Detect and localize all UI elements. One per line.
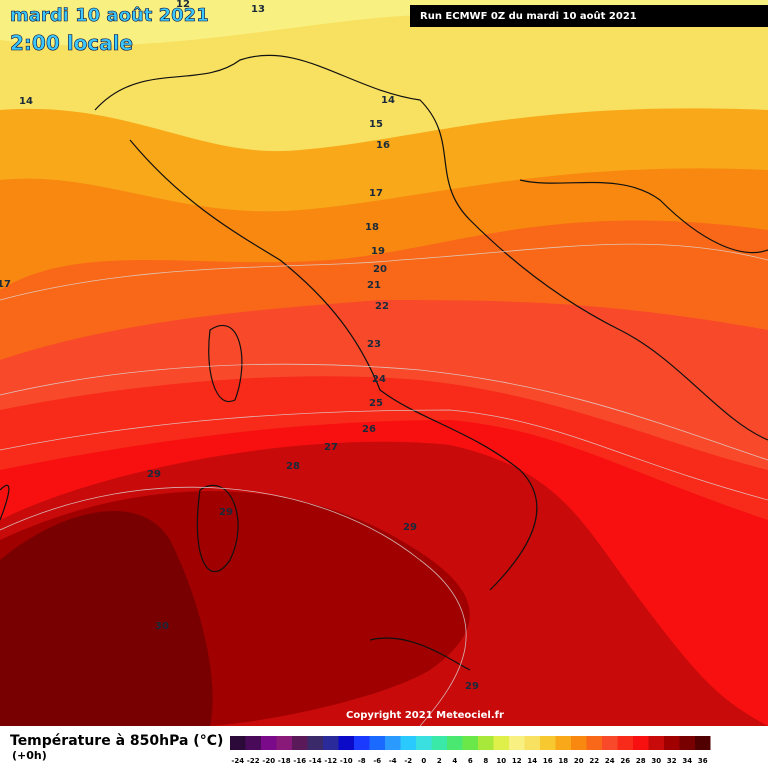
contour-label: 13 bbox=[251, 4, 265, 15]
color-swatch bbox=[292, 736, 308, 750]
scale-label: -8 bbox=[358, 757, 366, 765]
color-swatch bbox=[245, 736, 261, 750]
color-swatch bbox=[648, 736, 664, 750]
contour-label: 26 bbox=[362, 424, 376, 435]
scale-label: -22 bbox=[247, 757, 260, 765]
scale-label: 6 bbox=[468, 757, 473, 765]
color-swatch bbox=[695, 736, 711, 750]
scale-label: -16 bbox=[293, 757, 306, 765]
contour-labels: 13 12 14 14 15 16 17 18 19 20 21 22 23 24 25 26 27 28 29 29… bbox=[0, 0, 479, 692]
contour-label: 28 bbox=[286, 461, 300, 472]
scale-label: 24 bbox=[605, 757, 615, 765]
contour-label: 18 bbox=[365, 222, 379, 233]
contour-label: 12 bbox=[176, 0, 190, 10]
color-swatch bbox=[664, 736, 680, 750]
scale-label: 16 bbox=[543, 757, 553, 765]
color-swatch bbox=[354, 736, 370, 750]
contour-label: 29 bbox=[219, 507, 233, 518]
color-swatch bbox=[571, 736, 587, 750]
color-swatch bbox=[431, 736, 447, 750]
copyright: Copyright 2021 Meteociel.fr bbox=[346, 710, 504, 721]
scale-label: 34 bbox=[682, 757, 692, 765]
color-swatch bbox=[261, 736, 277, 750]
contour-label: 22 bbox=[375, 301, 389, 312]
scale-label: -12 bbox=[324, 757, 337, 765]
color-swatch bbox=[307, 736, 323, 750]
map-time: 2:00 locale bbox=[10, 31, 133, 55]
color-swatch bbox=[338, 736, 354, 750]
scale-label: -10 bbox=[340, 757, 353, 765]
color-swatch bbox=[555, 736, 571, 750]
color-swatch bbox=[478, 736, 494, 750]
legend-step: (+0h) bbox=[12, 749, 47, 762]
color-swatch bbox=[400, 736, 416, 750]
contour-label: 14 bbox=[19, 96, 33, 107]
color-swatch bbox=[493, 736, 509, 750]
scale-label: 26 bbox=[620, 757, 630, 765]
legend-title: Température à 850hPa (°C) bbox=[10, 733, 223, 749]
contour-label: 14 bbox=[381, 95, 395, 106]
color-swatch bbox=[323, 736, 339, 750]
scale-label: -6 bbox=[373, 757, 381, 765]
scale-label: 8 bbox=[483, 757, 488, 765]
color-swatch bbox=[679, 736, 695, 750]
scale-label: 2 bbox=[437, 757, 442, 765]
contour-label: 29 bbox=[465, 681, 479, 692]
scale-label: 28 bbox=[636, 757, 646, 765]
scale-label: 18 bbox=[558, 757, 568, 765]
contour-label: 24 bbox=[372, 374, 386, 385]
color-swatch bbox=[509, 736, 525, 750]
scale-label: -20 bbox=[262, 757, 275, 765]
temperature-field bbox=[0, 0, 768, 726]
color-swatch bbox=[416, 736, 432, 750]
color-swatch bbox=[586, 736, 602, 750]
scale-label: 4 bbox=[452, 757, 457, 765]
scale-label: 22 bbox=[589, 757, 599, 765]
scale-label: 12 bbox=[512, 757, 522, 765]
scale-label: 32 bbox=[667, 757, 677, 765]
run-banner bbox=[410, 5, 768, 27]
scale-label: 36 bbox=[698, 757, 708, 765]
scale-label: 14 bbox=[527, 757, 537, 765]
scale-label: -2 bbox=[404, 757, 412, 765]
color-swatch bbox=[633, 736, 649, 750]
contour-label: 29 bbox=[147, 469, 161, 480]
contour-label: 25 bbox=[369, 398, 383, 409]
scale-label: 10 bbox=[496, 757, 506, 765]
contour-label: 29 bbox=[403, 522, 417, 533]
color-swatch bbox=[230, 736, 246, 750]
color-swatch bbox=[462, 736, 478, 750]
scale-label: 20 bbox=[574, 757, 584, 765]
contour-label: 23 bbox=[367, 339, 381, 350]
color-swatch bbox=[276, 736, 292, 750]
scale-label: -24 bbox=[231, 757, 244, 765]
scale-label: -18 bbox=[278, 757, 291, 765]
contour-label: 19 bbox=[371, 246, 385, 257]
contour-label: 21 bbox=[367, 280, 381, 291]
contour-label: 30 bbox=[155, 621, 169, 632]
contour-label: 17 bbox=[0, 279, 11, 290]
contour-label: 15 bbox=[369, 119, 383, 130]
color-swatch bbox=[447, 736, 463, 750]
color-swatch bbox=[540, 736, 556, 750]
color-swatch bbox=[385, 736, 401, 750]
contour-label: 16 bbox=[376, 140, 390, 151]
scale-label: -14 bbox=[309, 757, 322, 765]
color-swatch bbox=[602, 736, 618, 750]
color-swatch bbox=[369, 736, 385, 750]
color-scale: -24 -22 -20 -18 -16 -14 -12 -10 -8 -6 -4 -2 0 2 4 6 8 10 1… bbox=[230, 736, 711, 765]
color-swatch bbox=[617, 736, 633, 750]
map-date: mardi 10 août 2021 bbox=[10, 5, 209, 26]
scale-label: -4 bbox=[389, 757, 397, 765]
contour-label: 20 bbox=[373, 264, 387, 275]
contour-label: 27 bbox=[324, 442, 338, 453]
scale-label: 0 bbox=[421, 757, 426, 765]
scale-label: 30 bbox=[651, 757, 661, 765]
run-info: Run ECMWF 0Z du mardi 10 août 2021 bbox=[420, 10, 637, 22]
color-swatch bbox=[524, 736, 540, 750]
contour-label: 17 bbox=[369, 188, 383, 199]
